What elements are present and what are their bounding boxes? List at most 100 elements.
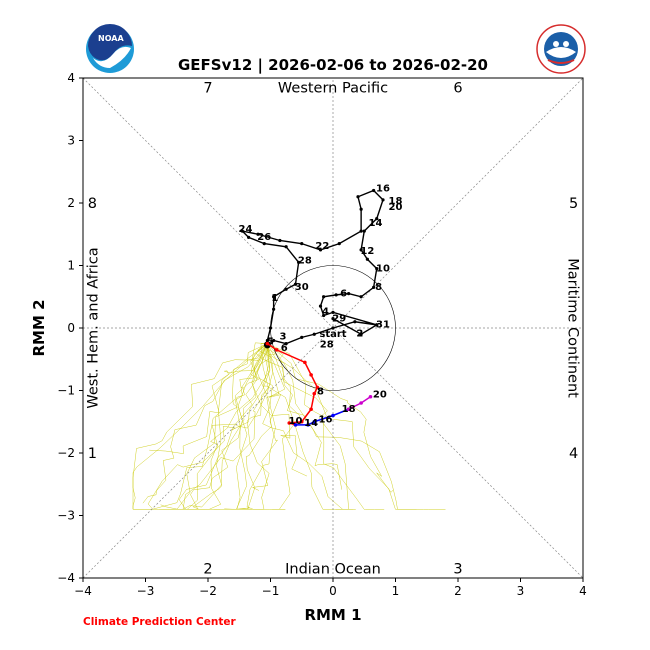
observed-date-label: 6: [281, 343, 288, 354]
ensemble-member-line: [170, 343, 273, 510]
observed-date-label: 12: [360, 246, 374, 257]
observed-point: [318, 248, 323, 252]
forecast-point: [274, 348, 279, 352]
forecast-date-label: 20: [373, 390, 387, 401]
observed-date-label: 14: [369, 218, 383, 229]
forecast-point: [299, 419, 304, 424]
observed-point: [347, 292, 351, 296]
observed-point: [331, 310, 335, 314]
ensemble-member-line: [149, 343, 268, 454]
ensemble-member-line: [251, 343, 286, 491]
ensemble-member-line: [267, 343, 446, 510]
phase-label: 1: [88, 446, 97, 462]
x-tick-label: −3: [137, 584, 155, 598]
forecast-point: [346, 407, 351, 412]
y-tick-label: 0: [67, 321, 75, 335]
noaa-logo: [86, 24, 134, 73]
y-tick-label: 2: [67, 196, 75, 210]
noaa-logo-text: NOAA: [98, 34, 124, 43]
observed-date-label: 10: [376, 263, 390, 274]
forecast-point: [293, 423, 298, 427]
observed-point: [365, 257, 369, 261]
forecast-point: [287, 421, 292, 425]
phase-label: 2: [203, 562, 212, 578]
forecast-point: [309, 407, 313, 412]
observed-date-label: 22: [315, 241, 329, 252]
observed-date-label: 28: [320, 340, 334, 351]
region-label-right: Maritime Continent: [565, 258, 581, 398]
ensemble-member-line: [133, 343, 268, 510]
observed-point: [318, 304, 323, 308]
x-tick-label: −2: [199, 584, 217, 598]
phase-label: 5: [569, 196, 578, 212]
y-tick-label: −2: [57, 446, 75, 460]
observed-date-label: start: [319, 329, 346, 340]
observed-point: [337, 242, 341, 246]
forecast-week1-line: [266, 343, 319, 426]
observed-point: [359, 207, 363, 211]
observed-date-label: 31: [376, 320, 390, 331]
observed-date-label: 30: [295, 282, 309, 293]
forecast-point: [265, 341, 270, 346]
observed-line: [240, 189, 384, 345]
region-label-bottom: Indian Ocean: [285, 562, 381, 578]
nws-logo: [536, 24, 586, 74]
observed-date-label: 5: [267, 337, 274, 348]
observed-date-label: 3: [280, 332, 287, 343]
ensemble-member-line: [235, 343, 268, 510]
observed-date-label: 24: [239, 224, 253, 235]
observed-point: [256, 232, 260, 236]
phase-labels: 7 68 51 42 3: [88, 80, 578, 577]
observed-date-label: 6: [340, 288, 347, 299]
forecast-date-label: 8: [317, 387, 324, 398]
observed-point: [375, 267, 379, 271]
forecast-date-label: 16: [319, 415, 333, 426]
credit-text: Climate Prediction Center: [83, 616, 236, 628]
ensemble-member-line: [262, 343, 356, 510]
ensemble-member-line: [147, 343, 271, 510]
phase-label: 3: [453, 562, 462, 578]
phase-label: 4: [569, 446, 578, 462]
forecast-point: [312, 391, 317, 396]
observed-point: [284, 342, 288, 346]
observed-point: [265, 338, 269, 343]
observed-point: [322, 313, 326, 318]
forecast-point: [309, 373, 313, 377]
ensemble-member-line: [267, 343, 385, 510]
observed-point: [359, 332, 363, 336]
x-tick-label: −4: [74, 584, 92, 598]
observed-point: [353, 320, 357, 324]
ensemble-member-line: [142, 343, 268, 504]
region-labels: Western Pacific Indian Ocean West. Hem. an…: [85, 80, 580, 577]
observed-point: [272, 307, 276, 311]
ensemble-member-line: [167, 342, 268, 510]
ensemble-member-line: [159, 343, 268, 510]
observed-point: [300, 335, 304, 339]
observed-point: [312, 332, 316, 336]
forecast-point: [359, 401, 363, 405]
forecast-track: 8 10 14 16 18 20: [265, 341, 387, 429]
y-tick-label: 4: [67, 71, 75, 85]
observed-point: [334, 293, 338, 297]
y-tick-label: −1: [57, 384, 75, 398]
y-tick-label: −3: [57, 509, 75, 523]
phase-label: 7: [203, 80, 212, 96]
phase-label: 6: [453, 80, 462, 96]
y-tick-label: 3: [67, 134, 75, 148]
region-label-left: West. Hem. and Africa: [85, 247, 101, 408]
x-tick-label: 1: [392, 584, 400, 598]
y-tick-label: −4: [57, 571, 75, 585]
observed-date-label: 29: [332, 313, 346, 324]
x-axis-label: RMM 1: [304, 606, 361, 624]
observed-point: [359, 248, 363, 252]
observed-point: [375, 217, 379, 221]
observed-date-label: 8: [375, 282, 382, 293]
observed-date-label: 16: [376, 183, 390, 194]
x-tick-label: 3: [517, 584, 525, 598]
observed-point: [278, 238, 282, 243]
observed-point: [381, 198, 385, 202]
observed-point: [293, 282, 298, 286]
